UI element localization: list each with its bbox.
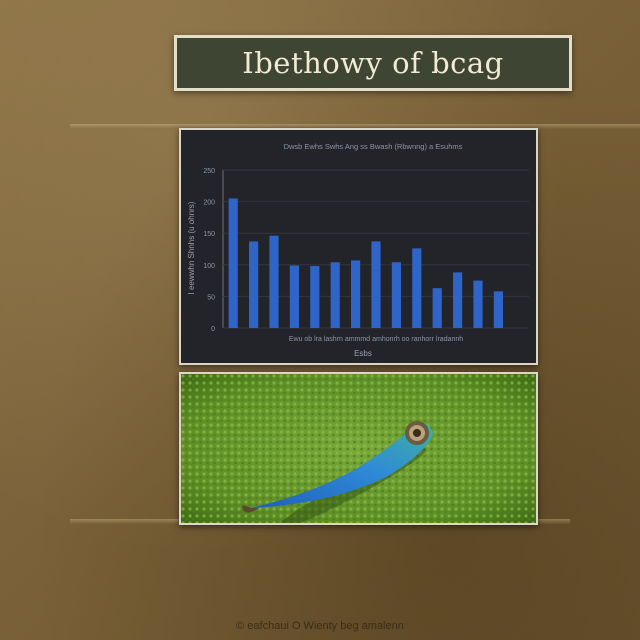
page-title: Ibethowy of bcag bbox=[242, 46, 504, 80]
fish-shape bbox=[242, 421, 433, 523]
bar-chart: Dwsb Ewhs Swhs Ang ss Bwash (Rbwnng) a E… bbox=[181, 130, 536, 363]
chart-title: Dwsb Ewhs Swhs Ang ss Bwash (Rbwnng) a E… bbox=[284, 142, 463, 151]
bar bbox=[473, 280, 483, 328]
bar bbox=[432, 288, 442, 328]
bar bbox=[269, 235, 279, 328]
bar bbox=[228, 198, 238, 328]
y-tick-label: 0 bbox=[211, 326, 215, 333]
bar bbox=[453, 272, 463, 328]
bar bbox=[289, 265, 299, 328]
y-axis-label: I eewwhn Shnhs (u ohnrs) bbox=[187, 201, 196, 294]
y-tick-labels: 0 50 100 150 200 250 bbox=[203, 168, 215, 333]
bar bbox=[371, 241, 381, 328]
y-tick-label: 200 bbox=[203, 200, 215, 207]
bar-chart-panel: Dwsb Ewhs Swhs Ang ss Bwash (Rbwnng) a E… bbox=[179, 128, 538, 365]
x-tick-labels: Ewu ob lra lashrn ammmd amhonrh oo ranho… bbox=[289, 336, 463, 343]
y-tick-label: 150 bbox=[203, 231, 215, 238]
bar bbox=[310, 266, 320, 328]
bar bbox=[249, 241, 259, 328]
bar bbox=[330, 262, 340, 328]
y-tick-label: 250 bbox=[203, 168, 215, 175]
top-divider bbox=[70, 124, 640, 129]
fish-on-moss-image bbox=[181, 374, 536, 523]
y-tick-label: 50 bbox=[207, 294, 215, 301]
bar bbox=[391, 262, 401, 328]
bars bbox=[228, 198, 503, 328]
fish-illustration-panel bbox=[179, 372, 538, 525]
title-plaque: Ibethowy of bcag bbox=[174, 35, 572, 91]
bar bbox=[351, 260, 361, 328]
bottom-caption: © eafchaui O Wienty beg amalenn bbox=[236, 620, 404, 632]
bar bbox=[412, 248, 422, 328]
y-tick-label: 100 bbox=[203, 263, 215, 270]
bar bbox=[493, 291, 503, 328]
x-axis-label: Esbs bbox=[354, 349, 372, 358]
